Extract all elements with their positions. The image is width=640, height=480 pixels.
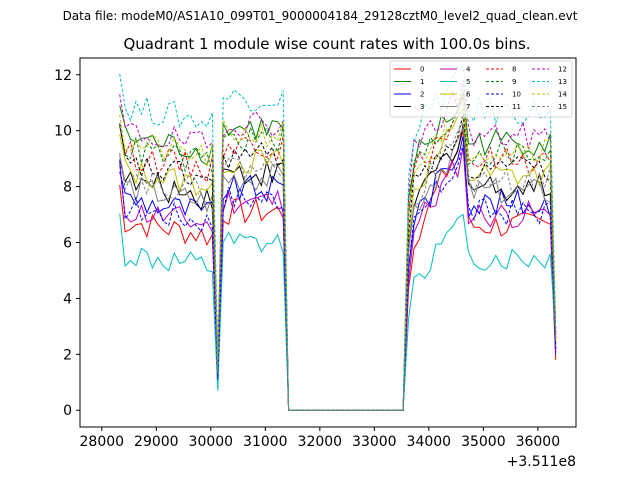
legend-label-7: 7: [466, 103, 470, 111]
y-tick-label-0: 0: [63, 403, 72, 419]
y-tick-label-2: 2: [63, 347, 72, 363]
legend-label-15: 15: [558, 103, 567, 111]
plot-area: [79, 57, 577, 428]
figure-suptitle: Data file: modeM0/AS1A10_099T01_90000041…: [63, 9, 578, 23]
x-tick-label-34000: 34000: [407, 434, 452, 450]
x-axis-offset-label: +3.511e8: [507, 454, 576, 470]
legend-label-11: 11: [512, 103, 521, 111]
legend-label-12: 12: [558, 66, 567, 74]
x-tick-label-29000: 29000: [134, 434, 179, 450]
x-tick-label-36000: 36000: [516, 434, 561, 450]
legend-label-6: 6: [466, 91, 471, 99]
x-tick-label-32000: 32000: [298, 434, 343, 450]
legend-label-1: 1: [420, 78, 424, 86]
legend-label-13: 13: [558, 78, 567, 86]
legend-label-14: 14: [558, 91, 567, 99]
y-tick-label-4: 4: [63, 291, 72, 307]
x-tick-label-31000: 31000: [243, 434, 288, 450]
y-tick-label-6: 6: [63, 236, 72, 252]
y-tick-label-8: 8: [63, 180, 72, 196]
y-axis: 0 2 4 6 8 10 12: [54, 68, 80, 419]
legend-box: [389, 60, 573, 118]
legend-label-8: 8: [512, 66, 516, 74]
series-line-15: [119, 120, 557, 411]
legend-label-2: 2: [420, 91, 424, 99]
series-layer: [119, 65, 557, 411]
legend-label-10: 10: [512, 91, 521, 99]
x-tick-label-28000: 28000: [80, 434, 125, 450]
y-tick-label-12: 12: [54, 68, 72, 84]
legend-label-5: 5: [466, 78, 470, 86]
chart-title: Quadrant 1 module wise count rates with …: [123, 35, 530, 53]
x-axis: 28000 29000 30000 31000 32000 33000 34000 35000…: [80, 427, 561, 450]
plot-background: [80, 58, 576, 427]
legend-label-9: 9: [512, 78, 516, 86]
y-tick-label-10: 10: [54, 124, 72, 140]
x-tick-label-35000: 35000: [461, 434, 506, 450]
legend-label-3: 3: [420, 103, 424, 111]
legend-label-4: 4: [466, 66, 471, 74]
x-tick-label-33000: 33000: [352, 434, 397, 450]
x-tick-label-30000: 30000: [189, 434, 234, 450]
legend-label-0: 0: [420, 66, 424, 74]
series-line-14: [119, 90, 557, 411]
